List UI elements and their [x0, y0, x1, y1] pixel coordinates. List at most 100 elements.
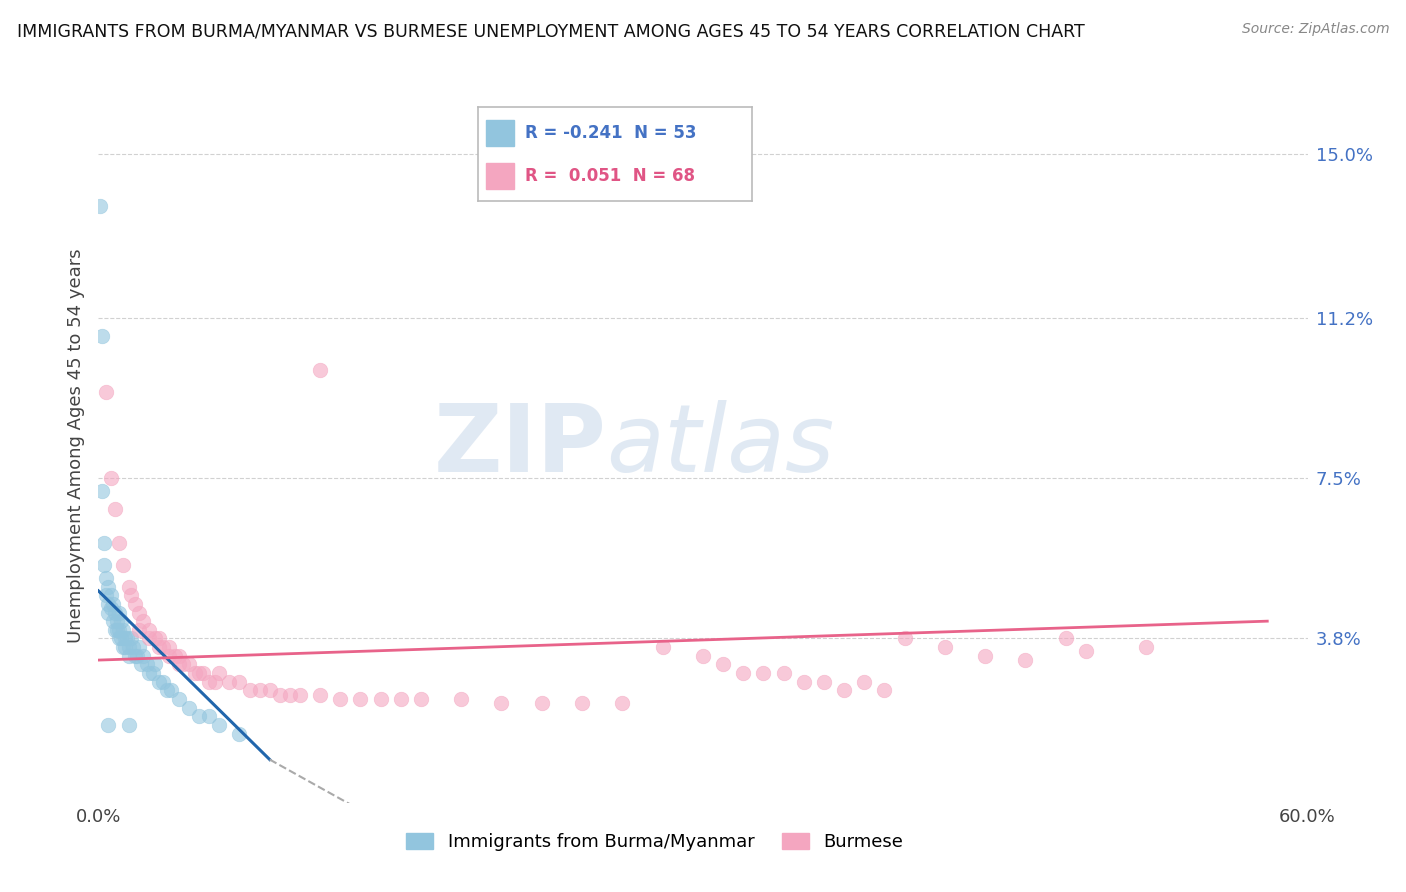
- Point: [120, 588, 142, 602]
- Bar: [486, 120, 513, 146]
- Point: [143, 632, 166, 646]
- Point: [97, 580, 120, 594]
- Point: [349, 692, 371, 706]
- Point: [157, 640, 180, 654]
- Point: [128, 623, 150, 637]
- Point: [389, 692, 412, 706]
- Text: IMMIGRANTS FROM BURMA/MYANMAR VS BURMESE UNEMPLOYMENT AMONG AGES 45 TO 54 YEARS : IMMIGRANTS FROM BURMA/MYANMAR VS BURMESE…: [17, 22, 1084, 40]
- Point: [103, 606, 125, 620]
- Point: [1054, 632, 1077, 646]
- Point: [105, 623, 128, 637]
- Point: [128, 606, 150, 620]
- Point: [172, 657, 194, 672]
- Point: [152, 640, 174, 654]
- Point: [167, 692, 190, 706]
- Point: [184, 666, 207, 681]
- Point: [118, 640, 141, 654]
- Point: [651, 640, 673, 654]
- Point: [239, 683, 262, 698]
- Point: [103, 501, 125, 516]
- Point: [97, 718, 120, 732]
- Point: [873, 683, 896, 698]
- Point: [100, 601, 122, 615]
- Point: [167, 648, 190, 663]
- Point: [1074, 644, 1097, 658]
- Point: [135, 657, 157, 672]
- Point: [208, 666, 231, 681]
- Y-axis label: Unemployment Among Ages 45 to 54 years: Unemployment Among Ages 45 to 54 years: [66, 249, 84, 643]
- Point: [89, 199, 111, 213]
- Point: [208, 718, 231, 732]
- Legend: Immigrants from Burma/Myanmar, Burmese: Immigrants from Burma/Myanmar, Burmese: [399, 825, 910, 858]
- Point: [125, 648, 148, 663]
- Point: [132, 648, 155, 663]
- Point: [692, 648, 714, 663]
- Point: [813, 674, 835, 689]
- Point: [91, 484, 114, 499]
- Text: Source: ZipAtlas.com: Source: ZipAtlas.com: [1241, 22, 1389, 37]
- Point: [111, 558, 134, 572]
- Point: [733, 666, 755, 681]
- Point: [1014, 653, 1036, 667]
- Point: [278, 688, 301, 702]
- Point: [179, 657, 201, 672]
- Point: [198, 709, 221, 723]
- Point: [120, 632, 142, 646]
- Point: [93, 558, 115, 572]
- Point: [96, 384, 118, 399]
- Point: [793, 674, 815, 689]
- Point: [96, 588, 118, 602]
- Point: [118, 718, 141, 732]
- Point: [124, 648, 146, 663]
- Point: [148, 632, 170, 646]
- Text: R =  0.051  N = 68: R = 0.051 N = 68: [524, 168, 695, 186]
- Point: [188, 709, 211, 723]
- Point: [118, 580, 141, 594]
- Point: [138, 623, 160, 637]
- Point: [142, 666, 165, 681]
- Bar: [486, 163, 513, 189]
- Point: [91, 328, 114, 343]
- Point: [96, 571, 118, 585]
- Point: [101, 614, 124, 628]
- Point: [228, 726, 250, 740]
- Point: [121, 640, 143, 654]
- Point: [148, 674, 170, 689]
- Point: [124, 597, 146, 611]
- Point: [249, 683, 271, 698]
- Point: [188, 666, 211, 681]
- Point: [118, 648, 141, 663]
- Point: [138, 632, 160, 646]
- Point: [148, 640, 170, 654]
- Point: [409, 692, 432, 706]
- Point: [711, 657, 734, 672]
- Point: [1135, 640, 1157, 654]
- Point: [114, 632, 136, 646]
- Point: [110, 614, 132, 628]
- Point: [259, 683, 281, 698]
- Point: [228, 674, 250, 689]
- Point: [329, 692, 352, 706]
- Point: [107, 632, 129, 646]
- Point: [288, 688, 311, 702]
- Text: R = -0.241  N = 53: R = -0.241 N = 53: [524, 124, 696, 142]
- Point: [107, 606, 129, 620]
- Point: [450, 692, 472, 706]
- Point: [132, 614, 155, 628]
- Point: [114, 640, 136, 654]
- Point: [853, 674, 876, 689]
- Point: [571, 696, 593, 710]
- Point: [97, 597, 120, 611]
- Point: [370, 692, 392, 706]
- Point: [138, 666, 160, 681]
- Point: [167, 657, 190, 672]
- Point: [218, 674, 240, 689]
- Point: [156, 683, 179, 698]
- Point: [105, 614, 128, 628]
- Point: [772, 666, 794, 681]
- Point: [309, 688, 332, 702]
- Point: [115, 632, 138, 646]
- Point: [110, 632, 132, 646]
- Point: [198, 674, 221, 689]
- Point: [179, 700, 201, 714]
